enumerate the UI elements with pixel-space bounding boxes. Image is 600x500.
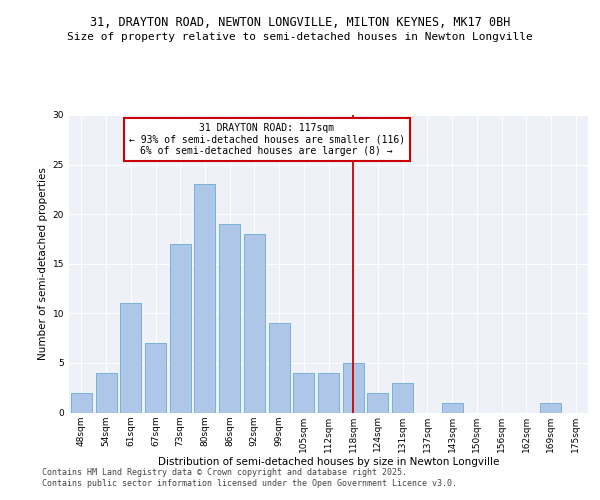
Bar <box>318 373 339 412</box>
Bar <box>442 402 463 412</box>
Bar <box>541 402 562 412</box>
Bar <box>95 373 116 412</box>
Bar <box>269 324 290 412</box>
Bar <box>71 392 92 412</box>
Text: 31 DRAYTON ROAD: 117sqm
← 93% of semi-detached houses are smaller (116)
6% of se: 31 DRAYTON ROAD: 117sqm ← 93% of semi-de… <box>128 123 405 156</box>
Bar <box>120 304 141 412</box>
Y-axis label: Number of semi-detached properties: Number of semi-detached properties <box>38 168 49 360</box>
Bar <box>293 373 314 412</box>
Text: 31, DRAYTON ROAD, NEWTON LONGVILLE, MILTON KEYNES, MK17 0BH: 31, DRAYTON ROAD, NEWTON LONGVILLE, MILT… <box>90 16 510 29</box>
Bar <box>194 184 215 412</box>
Bar <box>367 392 388 412</box>
Bar <box>392 383 413 412</box>
Bar <box>219 224 240 412</box>
Bar <box>343 363 364 412</box>
Text: Contains HM Land Registry data © Crown copyright and database right 2025.
Contai: Contains HM Land Registry data © Crown c… <box>42 468 457 487</box>
X-axis label: Distribution of semi-detached houses by size in Newton Longville: Distribution of semi-detached houses by … <box>158 457 499 467</box>
Bar <box>170 244 191 412</box>
Bar <box>145 343 166 412</box>
Bar <box>244 234 265 412</box>
Text: Size of property relative to semi-detached houses in Newton Longville: Size of property relative to semi-detach… <box>67 32 533 42</box>
